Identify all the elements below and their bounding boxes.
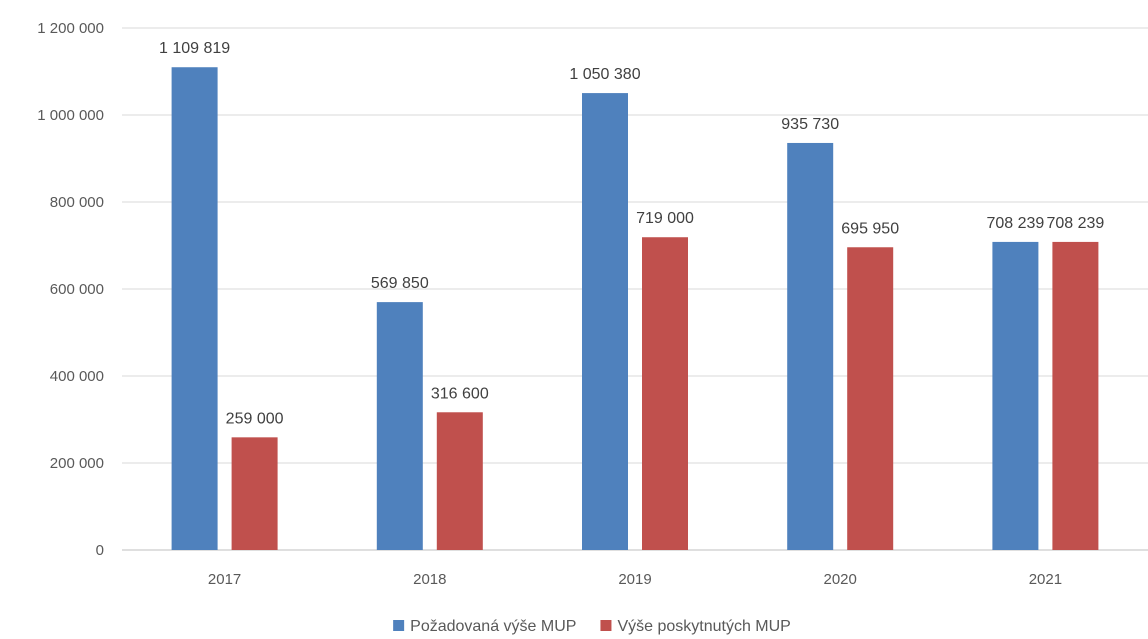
- bar-series2-2021: [1052, 242, 1098, 550]
- data-labels: 1 109 819 259 000 569 850 316 600 1 050 380 7…: [159, 40, 1104, 427]
- legend-swatch: [600, 620, 611, 631]
- legend-label: Požadovaná výše MUP: [410, 618, 576, 635]
- y-tick-label: 1 000 000: [37, 107, 104, 124]
- bar-series1-2018: [377, 302, 423, 550]
- data-label: 1 109 819: [159, 40, 230, 57]
- x-tick-label: 2018: [413, 571, 446, 588]
- bar-series2-2020: [847, 247, 893, 550]
- bar-series1-2019: [582, 93, 628, 550]
- legend-label: Výše poskytnutých MUP: [617, 618, 790, 635]
- data-label: 259 000: [226, 410, 284, 427]
- bar-series1-2021: [992, 242, 1038, 550]
- x-tick-label: 2019: [618, 571, 651, 588]
- y-tick-label: 200 000: [50, 455, 104, 472]
- bar-series1-2020: [787, 143, 833, 550]
- bar-series2-2019: [642, 237, 688, 550]
- data-label: 1 050 380: [569, 66, 640, 83]
- y-tick-label: 800 000: [50, 194, 104, 211]
- bars: [172, 67, 1099, 550]
- legend-swatch: [393, 620, 404, 631]
- x-axis-ticks: 2017 2018 2019 2020 2021: [208, 571, 1062, 588]
- bar-series2-2017: [232, 437, 278, 550]
- y-tick-label: 600 000: [50, 281, 104, 298]
- data-label: 569 850: [371, 275, 429, 292]
- x-tick-label: 2021: [1029, 571, 1062, 588]
- y-tick-label: 1 200 000: [37, 20, 104, 37]
- legend: Požadovaná výše MUP Výše poskytnutých MUP: [393, 618, 791, 635]
- data-label: 935 730: [781, 116, 839, 133]
- bar-series2-2018: [437, 412, 483, 550]
- y-tick-label: 400 000: [50, 368, 104, 385]
- bar-series1-2017: [172, 67, 218, 550]
- x-tick-label: 2020: [824, 571, 857, 588]
- y-axis-ticks: 0 200 000 400 000 600 000 800 000 1 000 000 1 …: [37, 20, 104, 559]
- y-tick-label: 0: [96, 542, 104, 559]
- data-label: 708 239: [986, 215, 1044, 232]
- data-label: 316 600: [431, 385, 489, 402]
- x-tick-label: 2017: [208, 571, 241, 588]
- data-label: 695 950: [841, 220, 899, 237]
- data-label: 708 239: [1046, 215, 1104, 232]
- data-label: 719 000: [636, 210, 694, 227]
